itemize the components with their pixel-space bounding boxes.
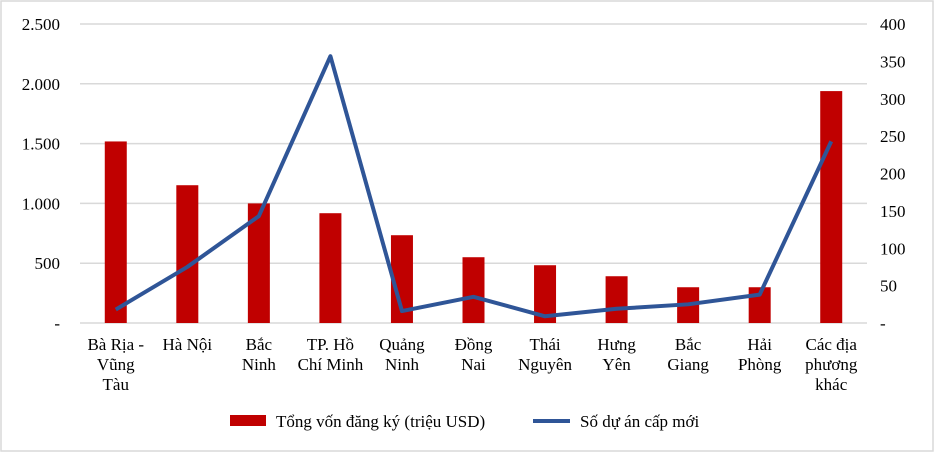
legend-bar-label: Tổng vốn đăng ký (triệu USD): [276, 412, 485, 431]
y-right-tick-label: 200: [880, 165, 906, 184]
x-tick-label: Bắc Giang: [667, 335, 709, 374]
x-tick-label: Hà Nội: [163, 335, 213, 354]
y-right-tick-label: -: [880, 314, 886, 333]
bar: [390, 235, 413, 323]
x-tick-label: Đồng Nai: [455, 335, 493, 374]
x-tick-label: Quảng Ninh: [379, 335, 425, 374]
legend-bar-swatch: [230, 415, 266, 426]
bar: [319, 213, 342, 323]
y-left-tick-label: 2.000: [22, 75, 60, 94]
bar: [820, 91, 843, 323]
y-right-tick-label: 150: [880, 202, 906, 221]
x-tick-label: TP. Hồ Chí Minh: [298, 335, 364, 374]
y-left-tick-label: -: [54, 314, 60, 333]
y-left-tick-label: 1.500: [22, 135, 60, 154]
legend-line-label: Số dự án cấp mới: [580, 412, 700, 431]
y-right-tick-label: 250: [880, 127, 906, 146]
bar: [605, 276, 628, 323]
x-tick-label: Hưng Yên: [597, 335, 636, 374]
line-series: [114, 54, 834, 319]
y-right-tick-label: 50: [880, 277, 897, 296]
y-left-tick-label: 500: [35, 254, 61, 273]
x-tick-label: Thái Nguyên: [518, 335, 572, 374]
bar: [104, 141, 127, 323]
y-right-tick-label: 350: [880, 52, 906, 71]
y-left-tick-label: 2.500: [22, 15, 60, 34]
bar: [176, 185, 199, 323]
y-right-tick-label: 300: [880, 90, 906, 109]
y-right-tick-label: 400: [880, 15, 906, 34]
x-tick-label: Các địa phương khác: [805, 335, 858, 394]
bar: [462, 257, 485, 323]
y-right-tick-label: 100: [880, 239, 906, 258]
bar: [247, 203, 270, 323]
y-left-tick-label: 1.000: [22, 194, 60, 213]
x-tick-label: Hải Phòng: [738, 335, 782, 374]
x-tick-label: Bà Rịa -Vũng Tàu: [87, 335, 144, 394]
bar: [534, 265, 557, 323]
x-tick-label: Bắc Ninh: [242, 335, 277, 374]
